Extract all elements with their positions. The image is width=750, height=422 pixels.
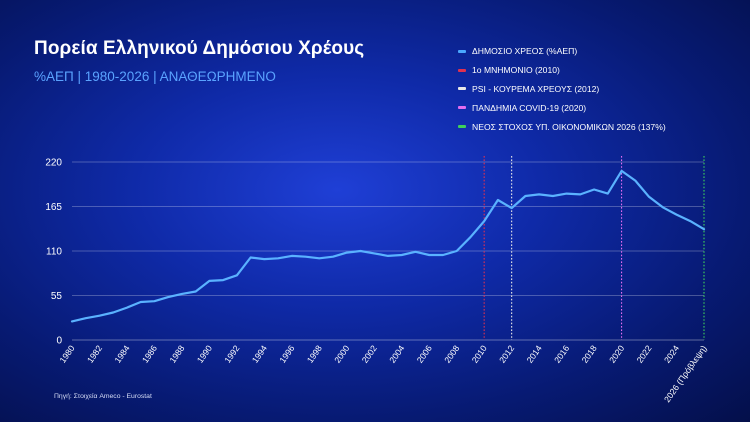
series-line-0 (70, 169, 706, 323)
legend-swatch-memorandum (458, 68, 466, 72)
legend-item-debt: ΔΗΜΟΣΙΟ ΧΡΕΟΣ (%ΑΕΠ) (458, 42, 666, 61)
y-tick-label-0: 0 (56, 336, 62, 347)
legend-swatch-target-2026 (458, 125, 466, 129)
x-tick-label-2022: 2022 (635, 343, 654, 365)
x-tick-label-1996: 1996 (277, 343, 296, 365)
legend-swatch-covid (458, 106, 466, 110)
legend-item-covid: ΠΑΝΔΗΜΙΑ COVID-19 (2020) (458, 98, 666, 117)
series-group (70, 169, 706, 323)
legend: ΔΗΜΟΣΙΟ ΧΡΕΟΣ (%ΑΕΠ) 1ο ΜΝΗΜΟΝΙΟ (2010) … (458, 42, 666, 136)
x-tick-label-1994: 1994 (250, 343, 269, 365)
x-tick-label-2004: 2004 (387, 343, 406, 365)
x-tick-label-2008: 2008 (442, 343, 461, 365)
event-markers (483, 156, 705, 340)
x-tick-label-2002: 2002 (360, 343, 379, 365)
legend-label-target-2026: ΝΕΟΣ ΣΤΟΧΟΣ ΥΠ. ΟΙΚΟΝΟΜΙΚΩΝ 2026 (137%) (472, 121, 666, 132)
x-tick-label-2024: 2024 (662, 343, 681, 365)
chart-subtitle: %ΑΕΠ | 1980-2026 | ΑΝΑΘΕΩΡΗΜΕΝΟ (34, 69, 276, 84)
y-tick-label-55: 55 (51, 291, 63, 302)
chart-title: Πορεία Ελληνικού Δημόσιου Χρέους (34, 38, 365, 59)
source-note: Πηγή: Στοιχεία Ameco - Eurostat (54, 393, 152, 400)
x-tick-label-1992: 1992 (222, 343, 241, 365)
x-tick-label-1990: 1990 (195, 343, 214, 365)
legend-item-memorandum: 1ο ΜΝΗΜΟΝΙΟ (2010) (458, 61, 666, 80)
legend-label-debt: ΔΗΜΟΣΙΟ ΧΡΕΟΣ (%ΑΕΠ) (472, 46, 578, 57)
x-tick-label-1998: 1998 (305, 343, 324, 365)
legend-swatch-psi (458, 87, 466, 91)
x-tick-label-1982: 1982 (85, 343, 104, 365)
x-tick-label-2010: 2010 (470, 343, 489, 365)
x-tick-label-1986: 1986 (140, 343, 159, 365)
y-axis-ticks: 0 55 110 165 220 (45, 158, 62, 347)
x-tick-label-2020: 2020 (607, 343, 626, 365)
x-tick-label-2000: 2000 (332, 343, 351, 365)
y-tick-label-165: 165 (45, 202, 62, 213)
legend-label-covid: ΠΑΝΔΗΜΙΑ COVID-19 (2020) (472, 102, 587, 113)
y-tick-label-220: 220 (45, 158, 62, 169)
x-tick-label-2006: 2006 (415, 343, 434, 365)
x-tick-label-2016: 2016 (552, 343, 571, 365)
legend-label-memorandum: 1ο ΜΝΗΜΟΝΙΟ (2010) (472, 65, 560, 76)
legend-item-target-2026: ΝΕΟΣ ΣΤΟΧΟΣ ΥΠ. ΟΙΚΟΝΟΜΙΚΩΝ 2026 (137%) (458, 117, 666, 136)
legend-swatch-debt (458, 49, 466, 53)
x-tick-label-2014: 2014 (525, 343, 544, 365)
legend-label-psi: PSI - ΚΟΥΡΕΜΑ ΧΡΕΟΥΣ (2012) (472, 83, 600, 94)
grid-lines (72, 161, 704, 341)
x-tick-label-2012: 2012 (497, 343, 516, 365)
x-axis-ticks: 1980 1982 1984 1986 1988 1990 1992 1994 1996 1998… (57, 343, 708, 404)
x-tick-label-1988: 1988 (167, 343, 186, 365)
x-tick-label-1984: 1984 (112, 343, 131, 365)
x-tick-label-2018: 2018 (580, 343, 599, 365)
legend-item-psi: PSI - ΚΟΥΡΕΜΑ ΧΡΕΟΥΣ (2012) (458, 80, 666, 99)
y-tick-label-110: 110 (46, 247, 62, 258)
